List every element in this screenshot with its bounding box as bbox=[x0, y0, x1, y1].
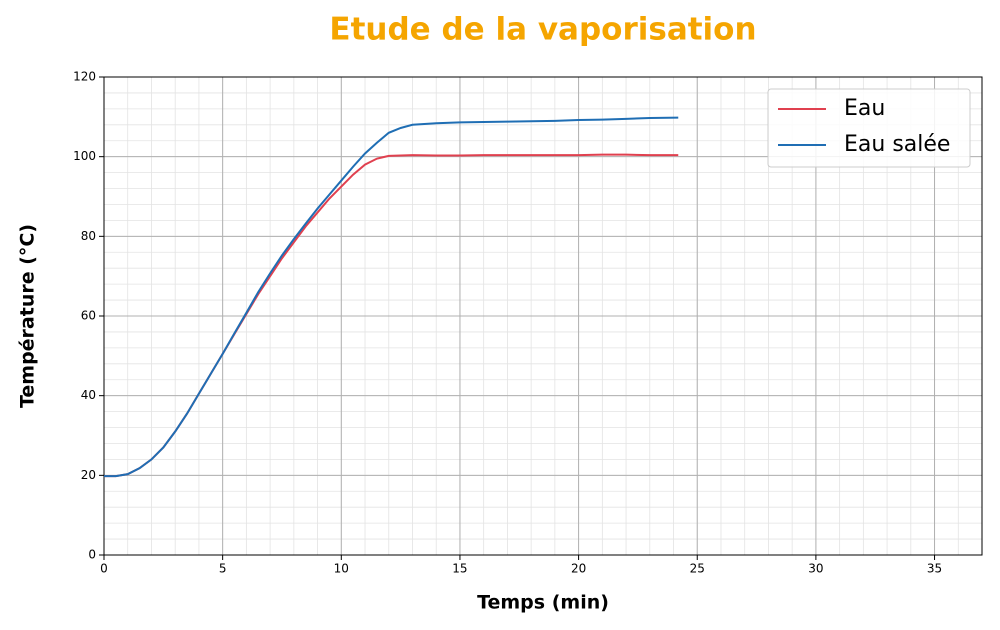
x-tick-label: 35 bbox=[927, 562, 942, 576]
y-tick-label: 60 bbox=[81, 309, 96, 323]
x-tick-label: 25 bbox=[690, 562, 705, 576]
x-tick-label: 20 bbox=[571, 562, 586, 576]
y-tick-label: 40 bbox=[81, 388, 96, 402]
plot-frame bbox=[103, 76, 983, 556]
chart-title: Etude de la vaporisation bbox=[329, 12, 756, 48]
legend-label: Eau salée bbox=[844, 132, 950, 157]
x-tick-label: 15 bbox=[452, 562, 467, 576]
x-tick-label: 5 bbox=[219, 562, 227, 576]
line bbox=[104, 116, 679, 478]
y-tick-label: 20 bbox=[81, 468, 96, 482]
legend-label: Eau bbox=[844, 96, 885, 121]
y-tick-label: 0 bbox=[88, 548, 96, 562]
x-tick-label: 30 bbox=[808, 562, 823, 576]
y-axis-label: Température (°C) bbox=[17, 224, 39, 408]
y-tick-label: 100 bbox=[73, 149, 96, 163]
y-tick-label: 80 bbox=[81, 229, 96, 243]
x-tick-label: 0 bbox=[100, 562, 108, 576]
x-tick-label: 10 bbox=[334, 562, 349, 576]
y-tick-label: 120 bbox=[73, 70, 96, 84]
x-axis-label: Temps (min) bbox=[477, 592, 609, 614]
